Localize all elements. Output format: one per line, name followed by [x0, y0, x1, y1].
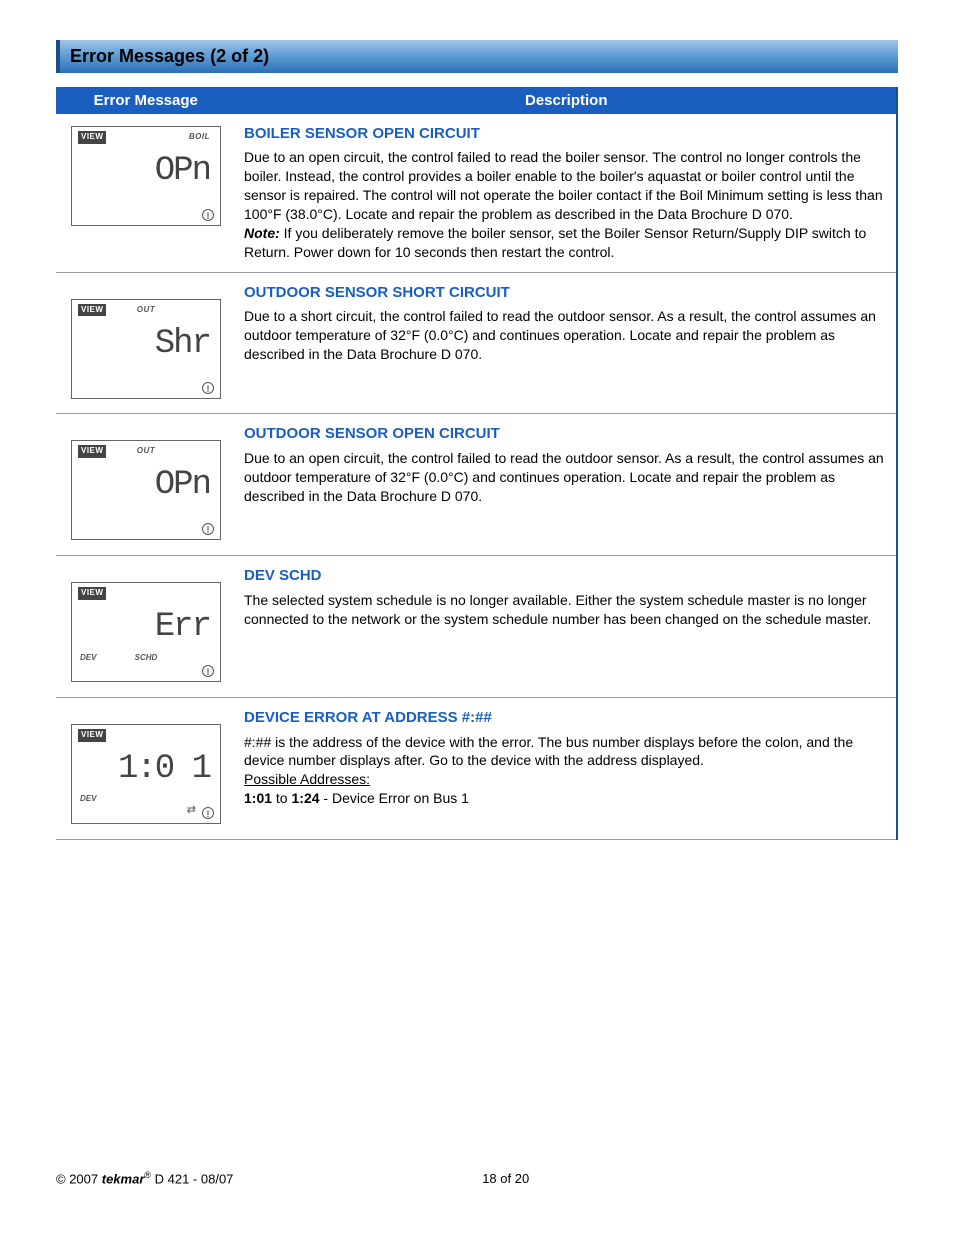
- addr-mid: to: [272, 790, 291, 806]
- copyright-prefix: © 2007: [56, 1171, 102, 1186]
- error-body: The selected system schedule is no longe…: [244, 591, 888, 629]
- lcd-display: VIEW 1:0 1 DEV ⇄ !: [71, 724, 221, 824]
- col-header-error: Error Message: [56, 88, 236, 114]
- error-display-cell: VIEW OUT Shr !: [56, 272, 236, 414]
- view-badge: VIEW: [78, 587, 106, 600]
- error-display-cell: VIEW 1:0 1 DEV ⇄ !: [56, 698, 236, 840]
- arrows-icon: ⇄: [187, 803, 196, 818]
- warning-icon: !: [202, 665, 214, 677]
- error-title: OUTDOOR SENSOR OPEN CIRCUIT: [244, 424, 888, 444]
- warning-icon: !: [202, 209, 214, 221]
- note-label: Note:: [244, 225, 280, 241]
- warning-icon: !: [202, 382, 214, 394]
- lcd-top-center: OUT: [72, 305, 220, 316]
- page-footer: © 2007 tekmar® D 421 - 08/07 18 of 20: [56, 1170, 898, 1186]
- warning-icon: !: [202, 807, 214, 819]
- error-display-cell: VIEW OUT OPn !: [56, 414, 236, 556]
- error-title: OUTDOOR SENSOR SHORT CIRCUIT: [244, 283, 888, 303]
- table-row: VIEW BOIL OPn ! BOILER SENSOR OPEN CIRCU…: [56, 114, 897, 273]
- body-text: Due to an open circuit, the control fail…: [244, 149, 883, 222]
- error-title: DEVICE ERROR AT ADDRESS #:##: [244, 708, 888, 728]
- error-body: Due to a short circuit, the control fail…: [244, 307, 888, 364]
- lcd-bottom-center: SCHD: [72, 653, 220, 664]
- error-body: Due to an open circuit, the control fail…: [244, 449, 888, 506]
- description-cell: OUTDOOR SENSOR SHORT CIRCUIT Due to a sh…: [236, 272, 897, 414]
- description-cell: BOILER SENSOR OPEN CIRCUIT Due to an ope…: [236, 114, 897, 273]
- lcd-top-right: BOIL: [189, 132, 210, 143]
- lcd-bottom-left: DEV: [80, 794, 96, 805]
- error-title: DEV SCHD: [244, 566, 888, 586]
- addr-from: 1:01: [244, 790, 272, 806]
- warning-icon: !: [202, 523, 214, 535]
- page: Error Messages (2 of 2) Error Message De…: [0, 0, 954, 1226]
- table-row: VIEW OUT Shr ! OUTDOOR SENSOR SHORT CIRC…: [56, 272, 897, 414]
- description-cell: DEVICE ERROR AT ADDRESS #:## #:## is the…: [236, 698, 897, 840]
- addr-to: 1:24: [292, 790, 320, 806]
- col-header-description: Description: [236, 88, 897, 114]
- lcd-main-text: Shr: [72, 322, 210, 368]
- addr-rest: - Device Error on Bus 1: [320, 790, 469, 806]
- footer-left: © 2007 tekmar® D 421 - 08/07: [56, 1170, 233, 1186]
- lcd-main-text: 1:0 1: [72, 747, 210, 793]
- table-row: VIEW 1:0 1 DEV ⇄ ! DEVICE ERROR AT ADDRE…: [56, 698, 897, 840]
- doc-id: D 421 - 08/07: [151, 1171, 233, 1186]
- table-body: VIEW BOIL OPn ! BOILER SENSOR OPEN CIRCU…: [56, 114, 897, 840]
- lcd-display: VIEW BOIL OPn !: [71, 126, 221, 226]
- error-display-cell: VIEW Err DEV SCHD !: [56, 556, 236, 698]
- lcd-main-text: OPn: [72, 149, 210, 195]
- lcd-display: VIEW OUT OPn !: [71, 440, 221, 540]
- section-title: Error Messages (2 of 2): [70, 46, 269, 66]
- lcd-display: VIEW OUT Shr !: [71, 299, 221, 399]
- description-cell: OUTDOOR SENSOR OPEN CIRCUIT Due to an op…: [236, 414, 897, 556]
- footer-center: 18 of 20: [233, 1171, 778, 1186]
- error-body: Due to an open circuit, the control fail…: [244, 148, 888, 261]
- lcd-display: VIEW Err DEV SCHD !: [71, 582, 221, 682]
- addresses-label: Possible Addresses:: [244, 771, 370, 787]
- error-title: BOILER SENSOR OPEN CIRCUIT: [244, 124, 888, 144]
- error-body: #:## is the address of the device with t…: [244, 733, 888, 809]
- lcd-main-text: OPn: [72, 463, 210, 509]
- note-text: If you deliberately remove the boiler se…: [244, 225, 866, 260]
- view-badge: VIEW: [78, 131, 106, 144]
- view-badge: VIEW: [78, 729, 106, 742]
- error-display-cell: VIEW BOIL OPn !: [56, 114, 236, 273]
- error-messages-table: Error Message Description VIEW BOIL OPn …: [56, 87, 898, 840]
- table-row: VIEW OUT OPn ! OUTDOOR SENSOR OPEN CIRCU…: [56, 414, 897, 556]
- lcd-main-text: Err: [72, 605, 210, 651]
- table-row: VIEW Err DEV SCHD ! DEV SCHD The selecte…: [56, 556, 897, 698]
- description-cell: DEV SCHD The selected system schedule is…: [236, 556, 897, 698]
- lcd-top-center: OUT: [72, 446, 220, 457]
- body-text: #:## is the address of the device with t…: [244, 734, 853, 769]
- section-header: Error Messages (2 of 2): [56, 40, 898, 73]
- brand-name: tekmar: [102, 1171, 145, 1186]
